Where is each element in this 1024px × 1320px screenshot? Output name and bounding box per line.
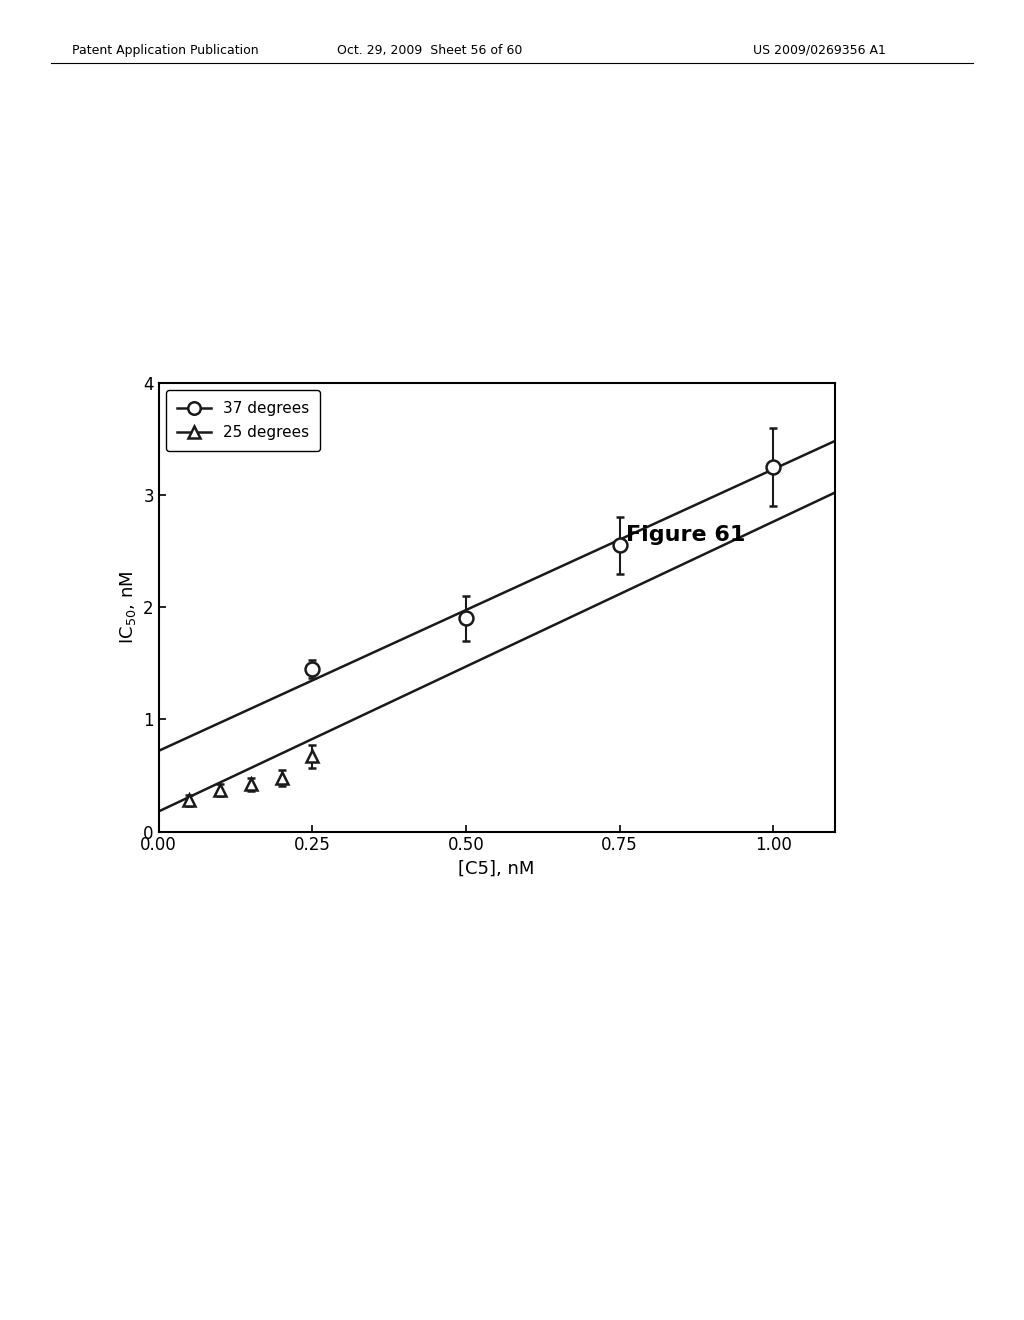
Y-axis label: IC$_{50}$, nM: IC$_{50}$, nM xyxy=(118,570,137,644)
Text: Figure 61: Figure 61 xyxy=(627,524,745,545)
Text: Patent Application Publication: Patent Application Publication xyxy=(72,44,258,57)
Text: Oct. 29, 2009  Sheet 56 of 60: Oct. 29, 2009 Sheet 56 of 60 xyxy=(337,44,523,57)
X-axis label: [C5], nM: [C5], nM xyxy=(459,861,535,878)
Text: US 2009/0269356 A1: US 2009/0269356 A1 xyxy=(753,44,886,57)
Legend: 37 degrees, 25 degrees: 37 degrees, 25 degrees xyxy=(166,391,319,451)
